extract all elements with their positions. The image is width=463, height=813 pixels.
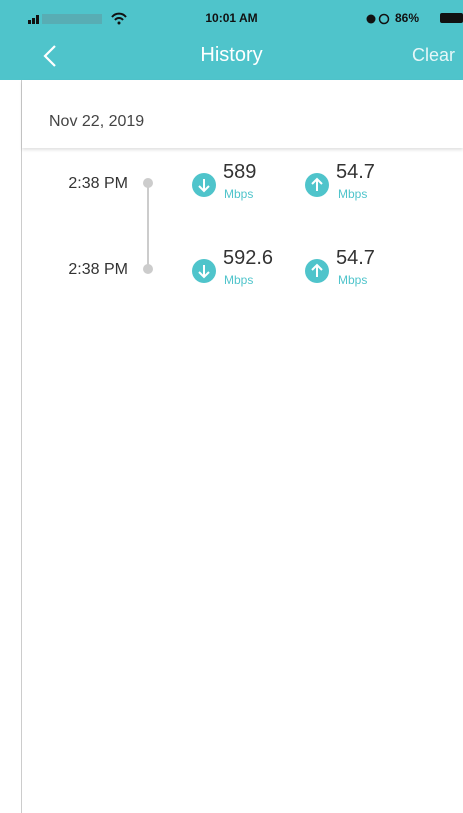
upload-unit: Mbps (338, 273, 368, 287)
status-time: 10:01 AM (205, 11, 258, 25)
download-value: 592.6 (223, 247, 274, 269)
upload-icon (305, 173, 329, 202)
date-label: Nov 22, 2019 (49, 113, 145, 130)
download-value: 589 (223, 161, 257, 183)
arrow-circle (192, 259, 216, 283)
entry-time: 2:38 PM (68, 261, 128, 278)
battery-icon (440, 13, 463, 23)
upload-value: 54.7 (336, 161, 375, 183)
left-border (21, 80, 22, 813)
arrow-circle (305, 259, 329, 283)
download-unit: Mbps (224, 273, 254, 287)
signal-icons (28, 12, 127, 25)
timeline (143, 178, 153, 274)
back-button[interactable] (42, 44, 58, 68)
date-row (22, 80, 463, 148)
download-icon (192, 259, 216, 288)
header-bar (0, 0, 463, 80)
upload-value: 54.7 (336, 247, 375, 269)
upload-icon (305, 259, 329, 288)
upload-unit: Mbps (338, 187, 368, 201)
download-unit: Mbps (224, 187, 254, 201)
entry-time: 2:38 PM (68, 175, 128, 192)
screen-title: History (200, 44, 263, 66)
arrow-circle (305, 173, 329, 197)
arrow-circle (192, 173, 216, 197)
download-icon (192, 173, 216, 202)
battery-percent: 86% (395, 11, 420, 25)
clear-button[interactable]: Clear (411, 45, 455, 65)
status-icons (366, 13, 390, 25)
